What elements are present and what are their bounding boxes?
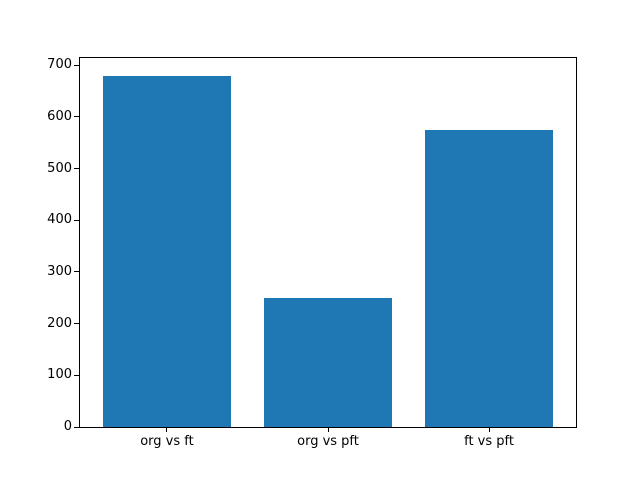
bar-ft-vs-pft (424, 129, 554, 427)
bar-org-vs-ft (102, 75, 232, 427)
x-tick-mark (327, 427, 329, 432)
y-tick-mark (74, 219, 79, 221)
y-tick-label: 600 (47, 108, 72, 124)
y-tick-label: 0 (63, 419, 72, 434)
y-tick-mark (74, 64, 79, 66)
y-tick-mark (74, 374, 79, 376)
y-tick-label: 700 (47, 57, 72, 73)
y-tick-mark (74, 168, 79, 170)
y-tick-label: 500 (47, 160, 72, 176)
x-tick-mark (166, 427, 168, 432)
x-tick-label: org vs pft (297, 434, 359, 449)
x-tick-label: ft vs pft (464, 434, 514, 449)
y-tick-mark (74, 271, 79, 273)
x-tick-mark (488, 427, 490, 432)
plot-area (79, 57, 577, 428)
bar-org-vs-pft (263, 297, 393, 427)
y-tick-label: 400 (47, 212, 72, 228)
y-tick-label: 200 (47, 315, 72, 331)
y-tick-label: 100 (47, 367, 72, 383)
y-tick-label: 300 (47, 263, 72, 279)
y-tick-mark (74, 116, 79, 118)
x-tick-label: org vs ft (140, 434, 194, 449)
y-tick-mark (74, 323, 79, 325)
y-tick-mark (74, 426, 79, 428)
